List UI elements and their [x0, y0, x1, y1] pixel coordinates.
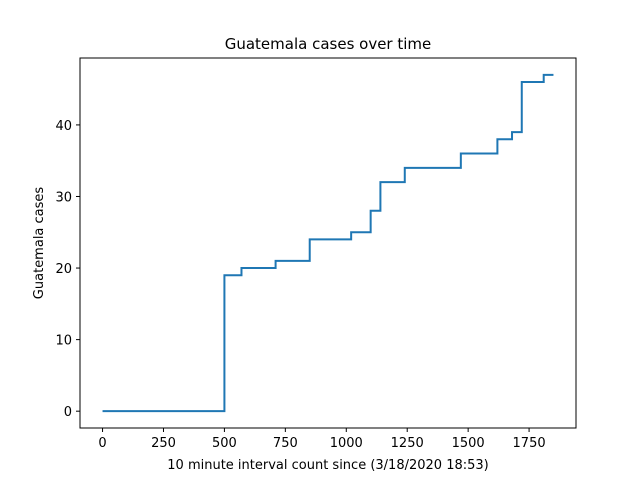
x-axis-label: 10 minute interval count since (3/18/202…	[167, 458, 488, 473]
y-axis: 0 10 20 30 40	[55, 119, 80, 420]
plot-area	[102, 73, 554, 413]
x-axis: 0 250 500 750 1000 1250 1500 1750	[98, 428, 546, 451]
y-tick-label: 20	[55, 262, 72, 277]
x-tick-label: 1000	[330, 436, 363, 451]
x-tick-label: 1250	[391, 436, 424, 451]
y-tick-label: 10	[55, 334, 72, 349]
y-axis-label: Guatemala cases	[32, 187, 47, 300]
x-tick-label: 750	[273, 436, 298, 451]
x-tick-label: 1500	[452, 436, 485, 451]
x-tick-label: 500	[212, 436, 237, 451]
chart-title: Guatemala cases over time	[225, 35, 432, 53]
axes-frame	[79, 57, 577, 429]
x-tick-label: 0	[98, 436, 106, 451]
y-tick-label: 0	[64, 405, 72, 420]
y-tick-label: 30	[55, 190, 72, 205]
series-line	[102, 73, 554, 413]
y-tick-label: 40	[55, 119, 72, 134]
x-tick-label: 250	[151, 436, 176, 451]
x-tick-label: 1750	[513, 436, 546, 451]
